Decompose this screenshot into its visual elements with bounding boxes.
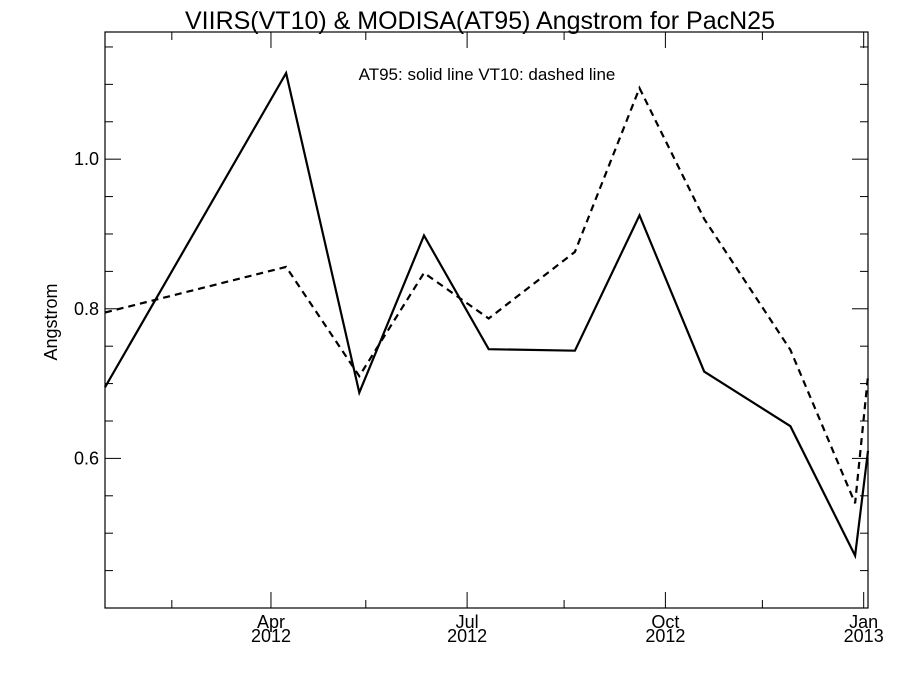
plot-frame (104, 31, 869, 609)
y-tick-label: 0.6 (74, 448, 99, 468)
y-tick-label: 0.8 (74, 299, 99, 319)
x-tick-year-label: 2012 (251, 626, 291, 646)
x-tick-year-label: 2012 (447, 626, 487, 646)
x-tick-year-label: 2012 (645, 626, 685, 646)
y-tick-label: 1.0 (74, 149, 99, 169)
x-tick-month-label: Apr (257, 612, 285, 632)
chart-title: VIIRS(VT10) & MODISA(AT95) Angstrom for … (185, 7, 775, 35)
x-tick-month-label: Jul (456, 612, 479, 632)
x-tick-month-label: Oct (651, 612, 679, 632)
series-line-at95 (104, 70, 870, 560)
series-layer (104, 70, 870, 560)
legend-annotation: AT95: solid line VT10: dashed line (359, 65, 616, 84)
x-tick-year-label: 2013 (844, 626, 884, 646)
x-tick-month-label: Jan (849, 612, 878, 632)
y-axis-label: Angstrom (41, 283, 61, 360)
series-line-vt10 (104, 85, 870, 504)
